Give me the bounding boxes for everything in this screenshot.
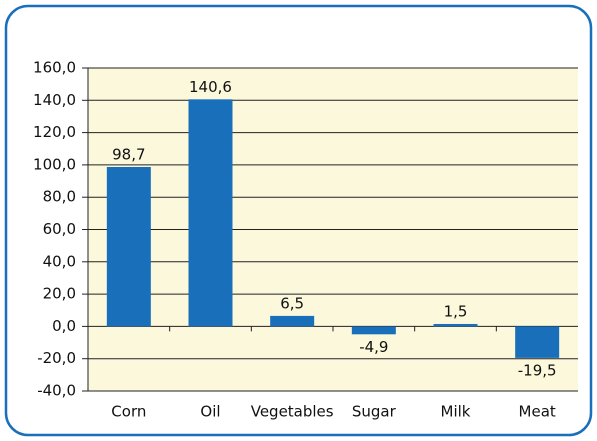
y-tick-label: 40,0 [43,252,76,270]
y-tick-label: 100,0 [33,155,76,173]
y-tick-label: 0,0 [52,317,76,335]
y-tick-label: -40,0 [37,382,76,400]
bar [106,166,151,327]
bar [433,323,478,327]
bar [188,99,233,327]
y-tick-label: 20,0 [43,285,76,303]
data-label: -19,5 [518,361,557,379]
bar [351,326,396,335]
y-tick-label: -20,0 [37,349,76,367]
x-tick-label: Corn [111,403,146,421]
x-tick-label: Vegetables [251,403,334,421]
bar [515,326,560,358]
data-label: 1,5 [444,302,468,320]
bar [270,315,315,327]
y-tick-label: 80,0 [43,188,76,206]
data-label: 98,7 [112,145,145,163]
data-label: 140,6 [189,78,232,96]
x-tick-label: Meat [519,403,556,421]
y-tick-label: 60,0 [43,220,76,238]
x-tick-label: Oil [200,403,220,421]
x-tick-label: Milk [441,403,471,421]
data-label: 6,5 [280,294,304,312]
x-tick-label: Sugar [352,403,397,421]
y-tick-label: 160,0 [33,59,76,77]
y-tick-label: 140,0 [33,91,76,109]
y-tick-label: 120,0 [33,123,76,141]
data-label: -4,9 [359,338,388,356]
